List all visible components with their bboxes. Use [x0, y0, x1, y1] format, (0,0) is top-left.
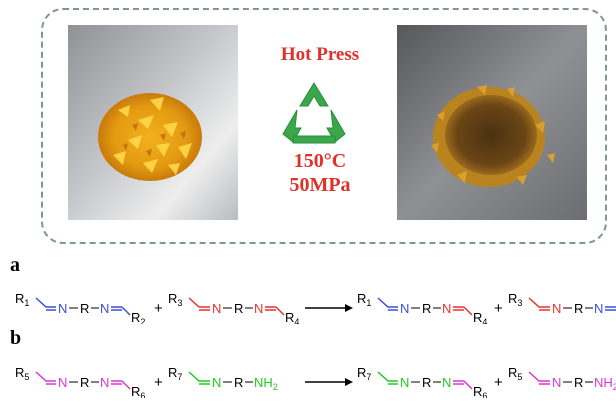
r-atom: R [574, 375, 583, 390]
scheme-a: R1 N R N R2 + R3 N R N R4 R1 N R N R4 + … [15, 291, 616, 324]
n-atom: N [594, 301, 603, 316]
r-atom: R [234, 301, 243, 316]
n-atom: N [100, 375, 109, 390]
nh2-group: NH2 [254, 375, 278, 392]
n-atom: N [552, 375, 561, 390]
before-hot-press-photo [68, 25, 238, 220]
n-atom: N [442, 375, 451, 390]
n-atom: N [58, 375, 67, 390]
n-atom: N [400, 301, 409, 316]
n-atom: N [212, 301, 221, 316]
label-r7: R7 [357, 365, 371, 382]
n-atom: N [442, 301, 451, 316]
label-r3: R3 [508, 291, 522, 308]
n-atom: N [100, 301, 109, 316]
r-atom: R [234, 375, 243, 390]
nh2-group: NH2 [594, 375, 616, 392]
plus-sign: + [154, 374, 163, 391]
label-r7: R7 [168, 365, 182, 382]
plus-sign: + [494, 374, 503, 391]
label-r5: R5 [508, 365, 522, 382]
temperature-label: 150°C [293, 150, 347, 172]
label-r3: R3 [168, 291, 182, 308]
after-hot-press-photo [397, 25, 587, 220]
scheme-b: R5 N R N R6 + R7 N R NH2 R7 N R N R6 + R… [15, 365, 616, 398]
r-atom: R [80, 301, 89, 316]
plus-sign: + [154, 300, 163, 317]
label-r5: R5 [15, 365, 29, 382]
panel-label-a: a [10, 254, 20, 276]
label-r4: R4 [285, 310, 299, 324]
recycle-icon [282, 82, 346, 144]
label-r6: R6 [131, 384, 145, 398]
panel-label-b: b [10, 327, 22, 349]
r-atom: R [422, 301, 431, 316]
label-r6: R6 [473, 384, 487, 398]
n-atom: N [58, 301, 67, 316]
r-atom: R [80, 375, 89, 390]
label-r4: R4 [473, 310, 487, 324]
label-r1: R1 [357, 291, 371, 308]
dashed-frame [41, 8, 607, 244]
r-atom: R [574, 301, 583, 316]
pressure-label: 50MPa [289, 174, 351, 196]
n-atom: N [212, 375, 221, 390]
n-atom: N [552, 301, 561, 316]
arrow-head-icon [345, 304, 353, 312]
n-atom: N [400, 375, 409, 390]
label-r1: R1 [15, 291, 29, 308]
r-atom: R [422, 375, 431, 390]
label-r2: R2 [131, 310, 145, 324]
plus-sign: + [494, 300, 503, 317]
arrow-head-icon [345, 378, 353, 386]
n-atom: N [254, 301, 263, 316]
hot-press-title: Hot Press [280, 44, 360, 65]
